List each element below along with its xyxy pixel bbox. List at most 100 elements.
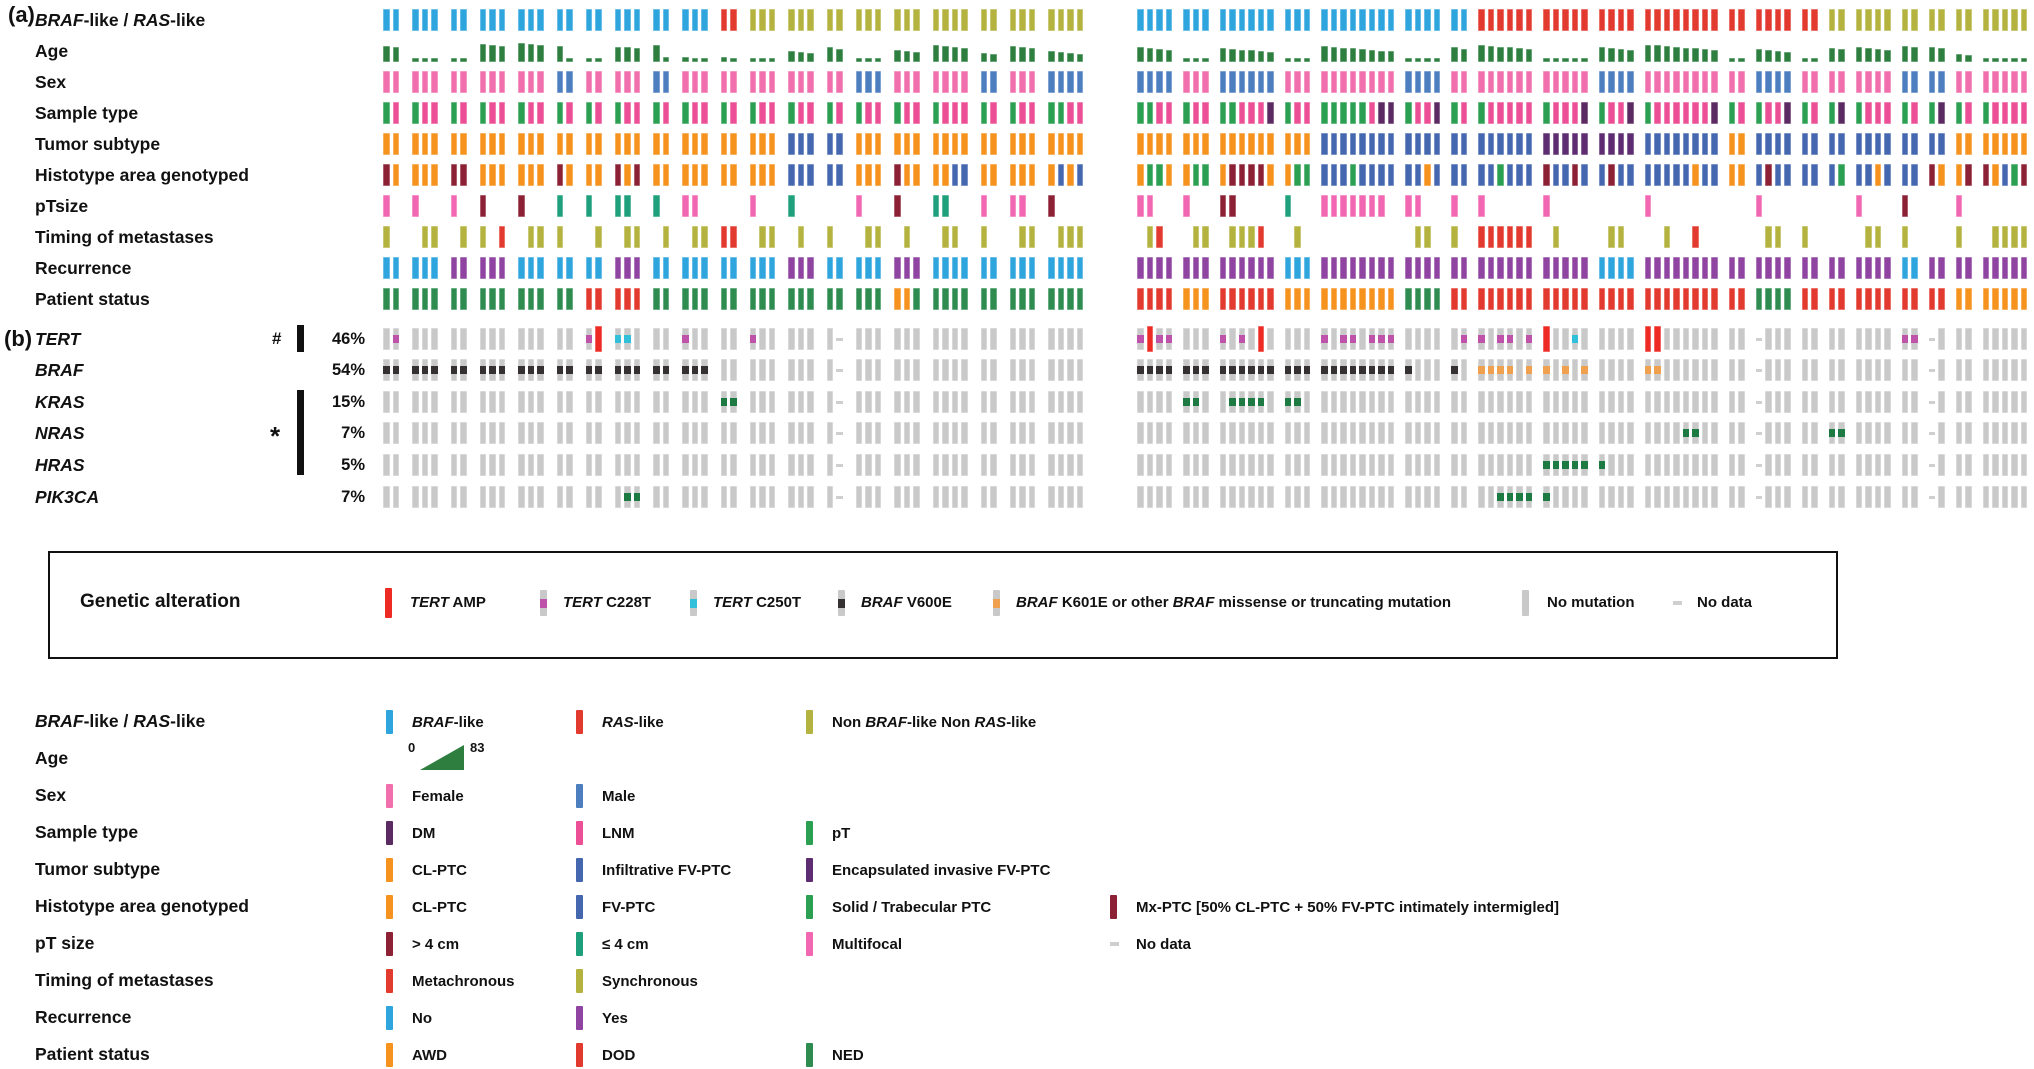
oncoprint-tick-tumor-subtype (1257, 133, 1264, 155)
oncoprint-tick-sample-type (691, 102, 698, 124)
oncoprint-tick-braf-ras (431, 9, 438, 31)
gene-tick (1028, 486, 1035, 508)
no-data-dash (1755, 337, 1762, 341)
oncoprint-tick-timing-metastases (1067, 226, 1074, 248)
gene-tick (807, 454, 814, 476)
oncoprint-tick-braf-ras (479, 9, 486, 31)
legend-swatch-center (690, 598, 697, 608)
age-bar (1811, 58, 1818, 62)
gene-tick (1774, 422, 1781, 444)
age-bar (855, 58, 862, 62)
oncoprint-tick-pt-size (1321, 195, 1328, 217)
oncoprint-tick-histotype-area (1478, 164, 1485, 186)
oncoprint-tick-sex (1156, 71, 1163, 93)
oncoprint-tick-recurrence (1048, 257, 1055, 279)
oncoprint-tick-sample-type (1801, 102, 1808, 124)
oncoprint-tick-recurrence (460, 257, 467, 279)
oncoprint-tick-patient-status (1811, 288, 1818, 310)
oncoprint-tick-pt-size (1368, 195, 1375, 217)
oncoprint-tick-tumor-subtype (1663, 133, 1670, 155)
oncoprint-tick-tumor-subtype (1552, 133, 1559, 155)
oncoprint-tick-sample-type (1303, 102, 1310, 124)
gene-tick (460, 422, 467, 444)
gene-tick (1028, 454, 1035, 476)
oncoprint-tick-braf-ras (749, 9, 756, 31)
mutation-mark (1219, 335, 1226, 343)
mutation-mark (1497, 366, 1504, 374)
oncoprint-tick-histotype-area (1884, 164, 1891, 186)
oncoprint-tick-histotype-area (1067, 164, 1074, 186)
gene-tick (1387, 391, 1394, 413)
gene-tick (1673, 422, 1680, 444)
legend-swatch-g (806, 821, 813, 845)
age-bar (1801, 58, 1808, 62)
oncoprint-tick-timing-metastases (1865, 226, 1872, 248)
oncoprint-tick-sex (1267, 71, 1274, 93)
oncoprint-tick-sex (624, 71, 631, 93)
legend-swatch-t (576, 932, 583, 956)
gene-tick (961, 391, 968, 413)
oncoprint-tick-patient-status (1076, 288, 1083, 310)
oncoprint-tick-timing-metastases (595, 226, 602, 248)
gene-tick (1137, 486, 1144, 508)
oncoprint-tick-tumor-subtype (1874, 133, 1881, 155)
gene-tick (1673, 328, 1680, 350)
oncoprint-tick-recurrence (1340, 257, 1347, 279)
oncoprint-tick-pt-size (682, 195, 689, 217)
gene-tick (980, 359, 987, 381)
oncoprint-tick-histotype-area (826, 164, 833, 186)
mutation-mark (624, 335, 631, 343)
mutation-mark (383, 366, 390, 374)
oncoprint-tick-sex (894, 71, 901, 93)
gene-tick (1784, 422, 1791, 444)
oncoprint-tick-sex (1405, 71, 1412, 93)
oncoprint-tick-tumor-subtype (1340, 133, 1347, 155)
oncoprint-tick-patient-status (537, 288, 544, 310)
age-bar (1982, 58, 1989, 62)
oncoprint-tick-histotype-area (1359, 164, 1366, 186)
gene-tick (1330, 328, 1337, 350)
oncoprint-tick-recurrence (874, 257, 881, 279)
oncoprint-tick-braf-ras (2001, 9, 2008, 31)
oncoprint-tick-tumor-subtype (836, 133, 843, 155)
oncoprint-tick-recurrence (479, 257, 486, 279)
gene-tick (1955, 422, 1962, 444)
oncoprint-tick-sample-type (412, 102, 419, 124)
oncoprint-tick-tumor-subtype (2011, 133, 2018, 155)
gene-tick (749, 359, 756, 381)
clinical-legend-item-label: BRAF-like (412, 714, 484, 731)
mutation-mark (1257, 366, 1264, 374)
oncoprint-tick-braf-ras (903, 9, 910, 31)
oncoprint-tick-recurrence (1955, 257, 1962, 279)
oncoprint-tick-pt-size (1009, 195, 1016, 217)
oncoprint-tick-sample-type (1405, 102, 1412, 124)
age-bar (1765, 50, 1772, 62)
oncoprint-tick-sample-type (2020, 102, 2027, 124)
age-bar (556, 46, 563, 62)
gene-tick (1562, 486, 1569, 508)
oncoprint-tick-tumor-subtype (1478, 133, 1485, 155)
clinical-legend-row-label: Recurrence (35, 1007, 131, 1028)
oncoprint-tick-timing-metastases (1019, 226, 1026, 248)
gene-tick (682, 391, 689, 413)
oncoprint-tick-braf-ras (1267, 9, 1274, 31)
oncoprint-tick-tumor-subtype (682, 133, 689, 155)
gene-tick (1048, 454, 1055, 476)
gene-tick (826, 454, 833, 476)
oncoprint-tick-histotype-area (1238, 164, 1245, 186)
oncoprint-tick-tumor-subtype (1321, 133, 1328, 155)
gene-tick (2001, 359, 2008, 381)
oncoprint-tick-sample-type (1137, 102, 1144, 124)
oncoprint-tick-timing-metastases (421, 226, 428, 248)
gene-tick (556, 391, 563, 413)
oncoprint-tick-sample-type (1497, 102, 1504, 124)
gene-tick (498, 328, 505, 350)
gene-tick (653, 391, 660, 413)
gene-tick (1137, 454, 1144, 476)
oncoprint-tick-braf-ras (1009, 9, 1016, 31)
gene-tick (412, 486, 419, 508)
gene-tick (1608, 391, 1615, 413)
gene-tick (1828, 328, 1835, 350)
label-part: Solid / Trabecular PTC (832, 899, 992, 916)
oncoprint-tick-histotype-area (2001, 164, 2008, 186)
